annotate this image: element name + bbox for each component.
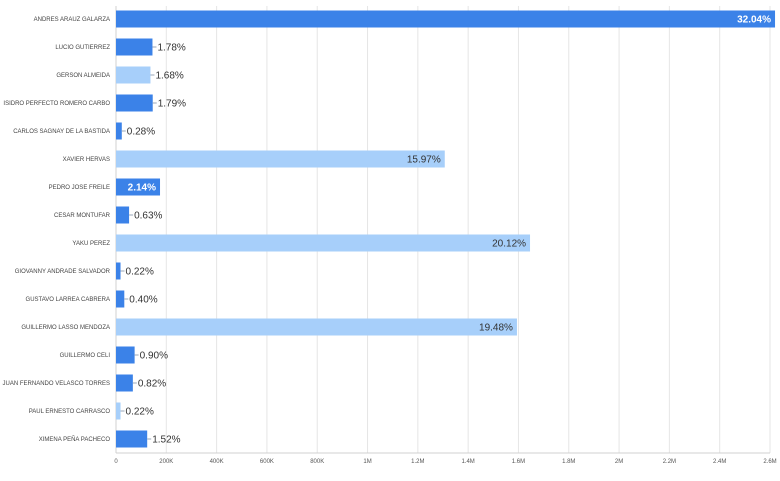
category-label: CARLOS SAGNAY DE LA BASTIDA: [13, 129, 110, 135]
x-tick-label: 200K: [159, 459, 173, 465]
bar[interactable]: [116, 94, 153, 112]
bar[interactable]: [116, 150, 445, 168]
category-label: GIOVANNY ANDRADE SALVADOR: [15, 269, 111, 275]
category-label: ANDRES ARAUZ GALARZA: [34, 17, 110, 23]
bar[interactable]: [116, 374, 133, 392]
x-tick-label: 2.6M: [763, 459, 776, 465]
category-label: PEDRO JOSE FREILE: [49, 185, 110, 191]
x-tick-label: 2.2M: [663, 459, 676, 465]
bar[interactable]: [116, 430, 148, 448]
data-label: 2.14%: [128, 183, 156, 194]
x-tick-label: 1.8M: [562, 459, 575, 465]
category-label: JUAN FERNANDO VELASCO TORRES: [3, 381, 110, 387]
x-tick-label: 1.4M: [461, 459, 474, 465]
data-label: 1.79%: [158, 99, 186, 110]
data-label: 0.22%: [126, 267, 154, 278]
category-label: CESAR MONTUFAR: [54, 213, 111, 219]
bar[interactable]: [116, 66, 151, 84]
bar[interactable]: [116, 290, 125, 308]
data-label: 0.22%: [126, 407, 154, 418]
data-label: 20.12%: [492, 239, 526, 250]
x-tick-label: 2.4M: [713, 459, 726, 465]
x-tick-label: 0: [114, 459, 118, 465]
bar[interactable]: [116, 318, 517, 336]
bar[interactable]: [116, 122, 122, 140]
data-label: 0.90%: [140, 351, 168, 362]
category-label: ISIDRO PERFECTO ROMERO CARBO: [3, 101, 110, 107]
category-label: XIMENA PEÑA PACHECO: [39, 436, 111, 443]
bar[interactable]: [116, 38, 153, 56]
bar[interactable]: [116, 402, 121, 420]
category-label: YAKU PEREZ: [72, 241, 110, 247]
x-tick-label: 600K: [260, 459, 274, 465]
data-label: 0.28%: [127, 127, 155, 138]
bar[interactable]: [116, 178, 161, 196]
x-tick-label: 1.6M: [512, 459, 525, 465]
data-label: 19.48%: [479, 323, 513, 334]
bar[interactable]: [116, 262, 121, 280]
bar[interactable]: [116, 10, 776, 28]
data-label: 1.68%: [155, 71, 183, 82]
data-label: 0.63%: [134, 211, 162, 222]
data-label: 1.52%: [152, 435, 180, 446]
data-label: 1.78%: [157, 43, 185, 54]
bar[interactable]: [116, 206, 130, 224]
data-label: 15.97%: [407, 155, 441, 166]
bar[interactable]: [116, 234, 531, 252]
bar[interactable]: [116, 346, 135, 364]
x-tick-label: 800K: [310, 459, 324, 465]
x-tick-label: 400K: [210, 459, 224, 465]
category-label: GERSON ALMEIDA: [56, 73, 110, 79]
data-label: 0.40%: [129, 295, 157, 306]
x-tick-label: 2M: [615, 459, 623, 465]
category-label: GUILLERMO CELI: [60, 353, 111, 359]
data-label: 32.04%: [737, 15, 771, 26]
x-tick-label: 1M: [363, 459, 371, 465]
data-label: 0.82%: [138, 379, 166, 390]
category-label: LUCIO GUTIERREZ: [55, 45, 110, 51]
category-label: XAVIER HERVAS: [63, 157, 110, 163]
category-label: PAUL ERNESTO CARRASCO: [29, 409, 111, 415]
category-label: GUSTAVO LARREA CABRERA: [26, 297, 110, 303]
x-tick-label: 1.2M: [411, 459, 424, 465]
category-label: GUILLERMO LASSO MENDOZA: [21, 325, 110, 331]
